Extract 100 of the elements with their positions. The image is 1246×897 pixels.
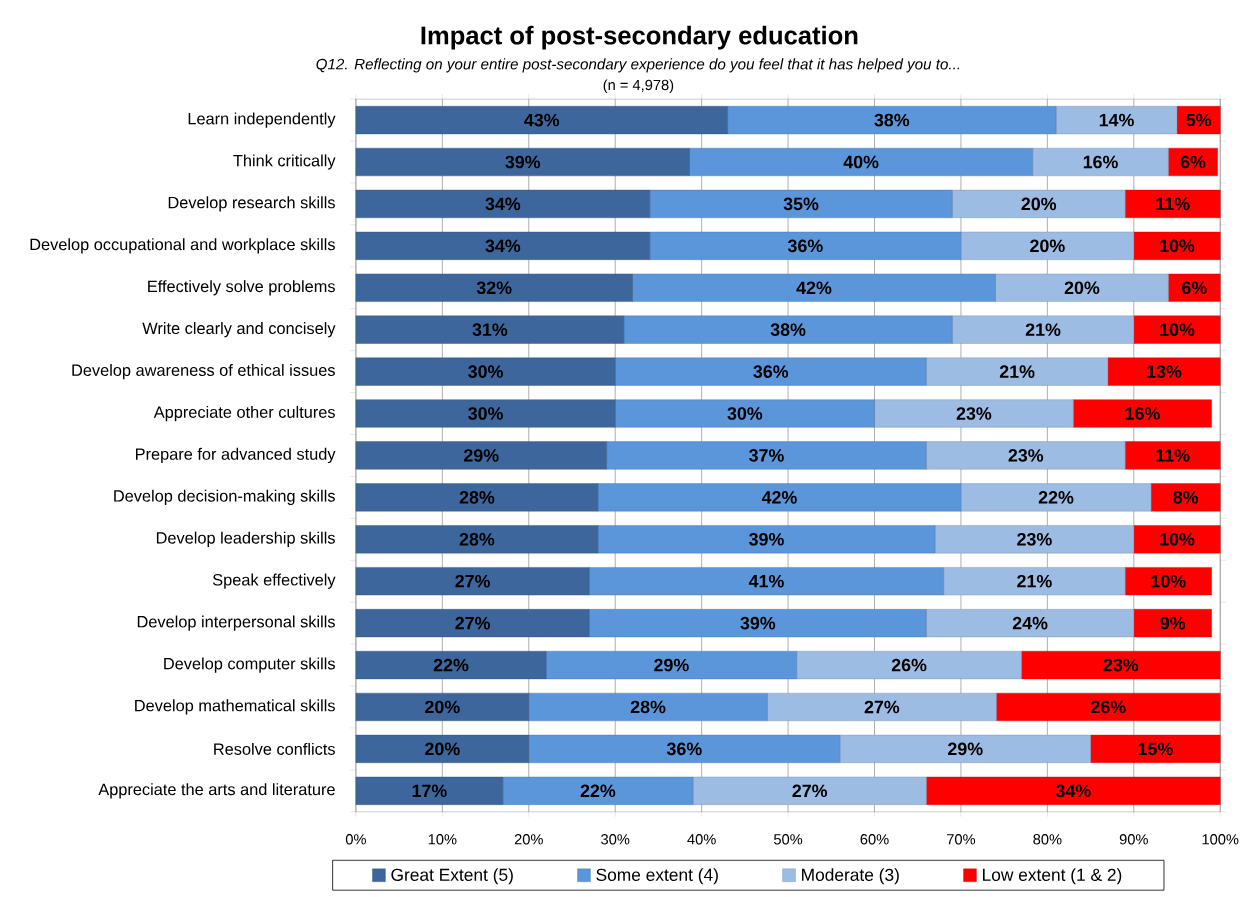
y-tick-label: Think critically (233, 154, 336, 170)
data-label: 28% (630, 700, 666, 714)
data-label: 16% (1083, 155, 1118, 169)
x-tick-label: 100% (1202, 834, 1239, 845)
x-tick-label: 20% (514, 834, 543, 845)
data-label: 30% (468, 365, 503, 378)
bar (874, 399, 1074, 428)
data-label: 36% (666, 742, 702, 756)
y-tick-label: Develop awareness of ethical issues (72, 363, 335, 380)
bar (926, 609, 1134, 638)
bar (934, 525, 1134, 554)
data-label: 29% (464, 449, 499, 462)
legend-label: Moderate (3) (802, 868, 899, 885)
bar (1032, 147, 1169, 177)
x-tick-label: 10% (428, 834, 457, 845)
data-label: 27% (455, 616, 490, 630)
bar (1124, 567, 1212, 596)
y-tick-label: Develop computer skills (164, 657, 335, 673)
data-label: 35% (783, 197, 819, 211)
bar (1150, 483, 1221, 512)
legend-label: Some extent (4) (596, 868, 718, 885)
data-label: 23% (1103, 658, 1139, 672)
data-label: 40% (843, 155, 879, 169)
data-label: 30% (727, 407, 763, 420)
data-label: 21% (999, 365, 1035, 378)
legend-label: Great Extent (5) (391, 868, 513, 885)
x-tick-label: 30% (601, 834, 630, 845)
data-label: 14% (1099, 113, 1134, 127)
bar (996, 692, 1221, 722)
data-label: 16% (1125, 407, 1160, 420)
data-label: 43% (524, 113, 560, 127)
data-label: 39% (740, 616, 776, 630)
bar (1124, 441, 1221, 470)
bar (1107, 357, 1221, 386)
data-label: 22% (1038, 491, 1074, 504)
data-label: 20% (1064, 281, 1100, 295)
data-label: 23% (956, 407, 992, 420)
bar (952, 189, 1126, 218)
bar (926, 441, 1126, 470)
y-tick-label: Effectively solve problems (148, 280, 335, 296)
data-label: 31% (472, 323, 508, 337)
x-tick-label: 0% (345, 834, 366, 845)
data-label: 10% (1160, 239, 1195, 253)
data-label: 27% (792, 784, 828, 798)
legend-label: Low extent (1 & 2) (983, 868, 1122, 885)
data-label: 26% (891, 658, 927, 672)
data-label: 42% (796, 281, 832, 295)
bar (1133, 525, 1221, 554)
y-tick-label: Develop interpersonal skills (137, 615, 335, 631)
y-tick-label: Learn independently (188, 112, 336, 128)
y-tick-label: Develop decision-making skills (114, 489, 335, 505)
bar (1168, 273, 1221, 302)
data-label: 30% (468, 407, 503, 420)
data-label: 8% (1173, 491, 1199, 504)
data-label: 22% (580, 784, 616, 798)
data-label: 10% (1151, 574, 1186, 588)
bar (960, 483, 1152, 512)
data-label: 27% (455, 574, 490, 588)
bar (1176, 106, 1221, 135)
bar (1073, 399, 1212, 428)
bar (1090, 734, 1221, 763)
data-label: 21% (1017, 574, 1052, 588)
y-tick-label: Appreciate other cultures (153, 405, 335, 422)
data-label: 28% (459, 532, 495, 546)
bar (943, 567, 1126, 596)
data-label: 36% (787, 239, 823, 253)
bar (692, 776, 927, 805)
data-label: 15% (1138, 742, 1173, 756)
data-label: 34% (485, 239, 521, 253)
data-label: 39% (749, 532, 784, 546)
data-label: 11% (1156, 197, 1190, 211)
data-label: 42% (761, 491, 797, 504)
y-tick-label: Resolve conflicts (214, 742, 335, 755)
x-tick-label: 50% (773, 834, 803, 845)
data-label: 11% (1156, 449, 1190, 462)
data-label: 26% (1091, 700, 1126, 714)
data-label: 34% (1055, 784, 1091, 798)
bar (1124, 189, 1221, 218)
x-tick-label: 40% (687, 834, 716, 845)
data-label: 34% (485, 197, 521, 211)
data-label: 24% (1012, 616, 1048, 630)
data-label: 28% (459, 491, 495, 504)
data-label: 29% (948, 742, 983, 756)
data-label: 10% (1160, 323, 1195, 336)
x-tick-label: 90% (1119, 834, 1148, 845)
data-label: 10% (1160, 532, 1195, 546)
y-tick-label: Develop leadership skills (156, 531, 335, 547)
bar (839, 734, 1091, 763)
bar (926, 357, 1109, 386)
bar (960, 231, 1134, 260)
data-label: 29% (654, 658, 689, 672)
data-label: 21% (1025, 323, 1061, 336)
y-tick-label: Appreciate the arts and literature (98, 783, 335, 799)
data-label: 5% (1186, 113, 1212, 127)
bar (1021, 651, 1221, 680)
bar (952, 315, 1134, 344)
data-label: 20% (425, 742, 460, 756)
data-label: 32% (476, 281, 512, 295)
y-tick-label: Develop mathematical skills (135, 699, 335, 715)
bar (1133, 315, 1221, 344)
